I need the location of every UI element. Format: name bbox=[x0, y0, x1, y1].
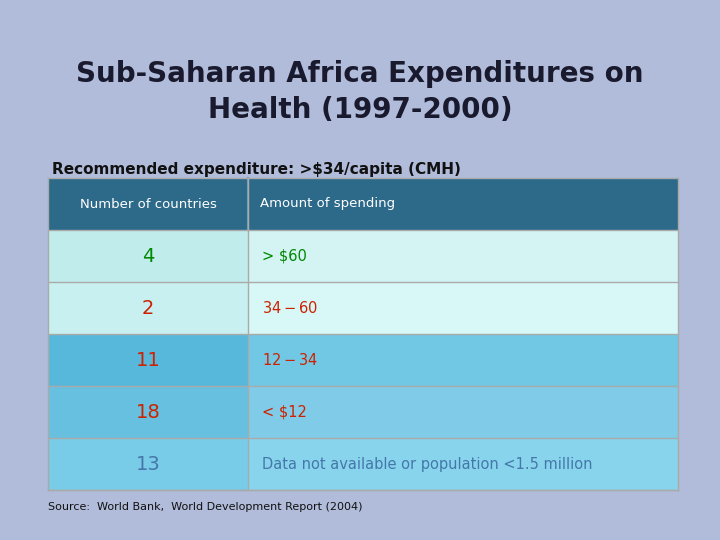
Bar bbox=[48, 334, 248, 386]
Bar bbox=[48, 386, 248, 438]
Text: Recommended expenditure: >$34/capita (CMH): Recommended expenditure: >$34/capita (CM… bbox=[52, 162, 461, 177]
Bar bbox=[48, 178, 678, 230]
Bar bbox=[248, 230, 678, 282]
Text: Number of countries: Number of countries bbox=[80, 198, 217, 211]
Bar bbox=[248, 386, 678, 438]
Text: > $60: > $60 bbox=[262, 248, 307, 264]
Text: Data not available or population <1.5 million: Data not available or population <1.5 mi… bbox=[262, 456, 593, 471]
Text: 4: 4 bbox=[142, 246, 154, 266]
Text: 11: 11 bbox=[135, 350, 161, 369]
Text: < $12: < $12 bbox=[262, 404, 307, 420]
Text: Sub-Saharan Africa Expenditures on
Health (1997-2000): Sub-Saharan Africa Expenditures on Healt… bbox=[76, 60, 644, 124]
Bar bbox=[48, 438, 248, 490]
Bar bbox=[248, 282, 678, 334]
Bar bbox=[48, 230, 248, 282]
Text: $12 - $34: $12 - $34 bbox=[262, 352, 318, 368]
Text: 13: 13 bbox=[135, 455, 161, 474]
Bar bbox=[248, 438, 678, 490]
Bar bbox=[248, 334, 678, 386]
Bar bbox=[48, 282, 248, 334]
Text: Amount of spending: Amount of spending bbox=[260, 198, 395, 211]
Text: Source:  World Bank,  World Development Report (2004): Source: World Bank, World Development Re… bbox=[48, 502, 362, 512]
Text: $34 - $60: $34 - $60 bbox=[262, 300, 318, 316]
Text: 2: 2 bbox=[142, 299, 154, 318]
Text: 18: 18 bbox=[135, 402, 161, 422]
